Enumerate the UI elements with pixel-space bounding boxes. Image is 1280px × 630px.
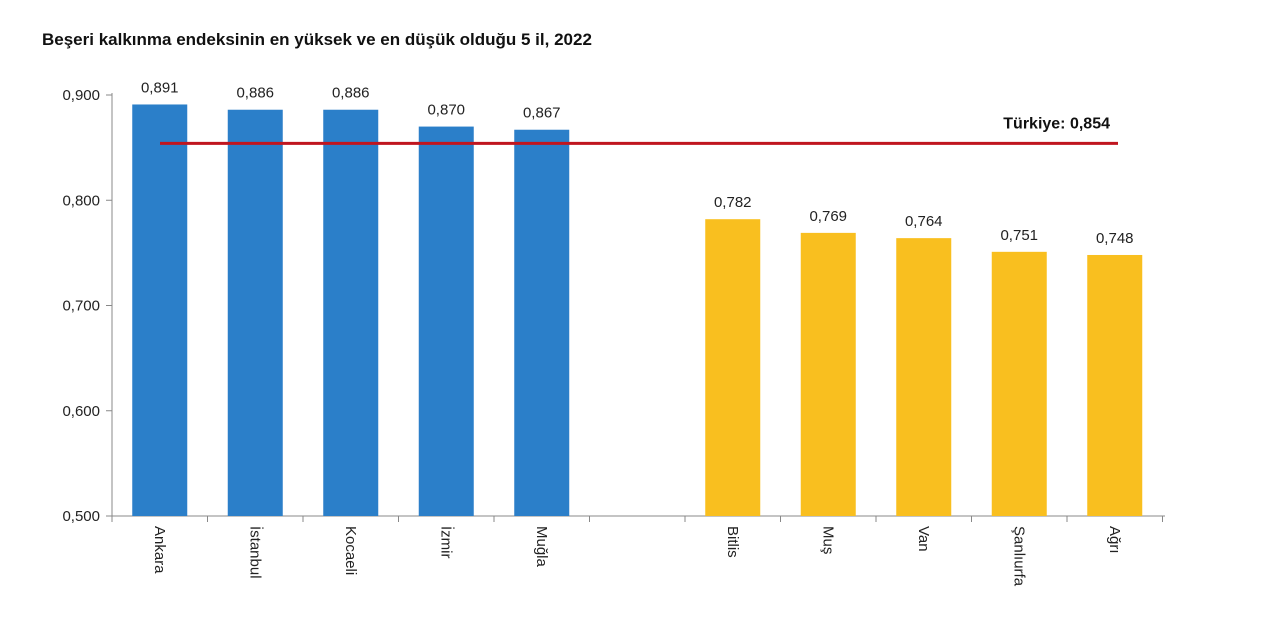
data-label: 0,751 [1000, 227, 1038, 244]
y-tick-label: 0,900 [62, 87, 100, 104]
bar [514, 129, 570, 517]
data-label: 0,764 [905, 213, 943, 230]
bar [418, 126, 474, 516]
bar [896, 238, 952, 516]
bar [323, 109, 379, 517]
y-tick-label: 0,500 [62, 508, 100, 525]
category-label: İstanbul [246, 526, 264, 579]
category-label: Bitlis [724, 526, 741, 558]
data-label: 0,870 [427, 102, 465, 119]
data-label: 0,769 [809, 208, 847, 225]
bar [227, 109, 283, 517]
y-tick-label: 0,600 [62, 403, 100, 420]
data-label: 0,891 [141, 79, 179, 96]
category-label: Muş [819, 526, 836, 554]
category-label: Şanlıurfa [1010, 526, 1027, 587]
chart-title: Beşeri kalkınma endeksinin en yüksek ve … [42, 30, 592, 49]
data-label: 0,782 [714, 194, 752, 211]
category-label: İzmir [437, 526, 455, 559]
data-label: 0,867 [523, 105, 561, 122]
data-label: 0,748 [1096, 230, 1134, 247]
reference-line-label: Türkiye: 0,854 [1003, 115, 1110, 132]
y-tick-label: 0,700 [62, 298, 100, 315]
bar [132, 104, 188, 516]
y-tick-label: 0,800 [62, 192, 100, 209]
bar [991, 251, 1047, 516]
bar [800, 232, 856, 516]
bar [1087, 254, 1143, 517]
category-label: Van [915, 526, 932, 552]
category-label: Kocaeli [342, 526, 359, 575]
data-label: 0,886 [236, 85, 274, 102]
data-label: 0,886 [332, 85, 370, 102]
category-label: Ankara [151, 526, 168, 574]
category-label: Muğla [533, 526, 550, 568]
bar [705, 219, 761, 516]
category-label: Ağrı [1106, 526, 1123, 554]
